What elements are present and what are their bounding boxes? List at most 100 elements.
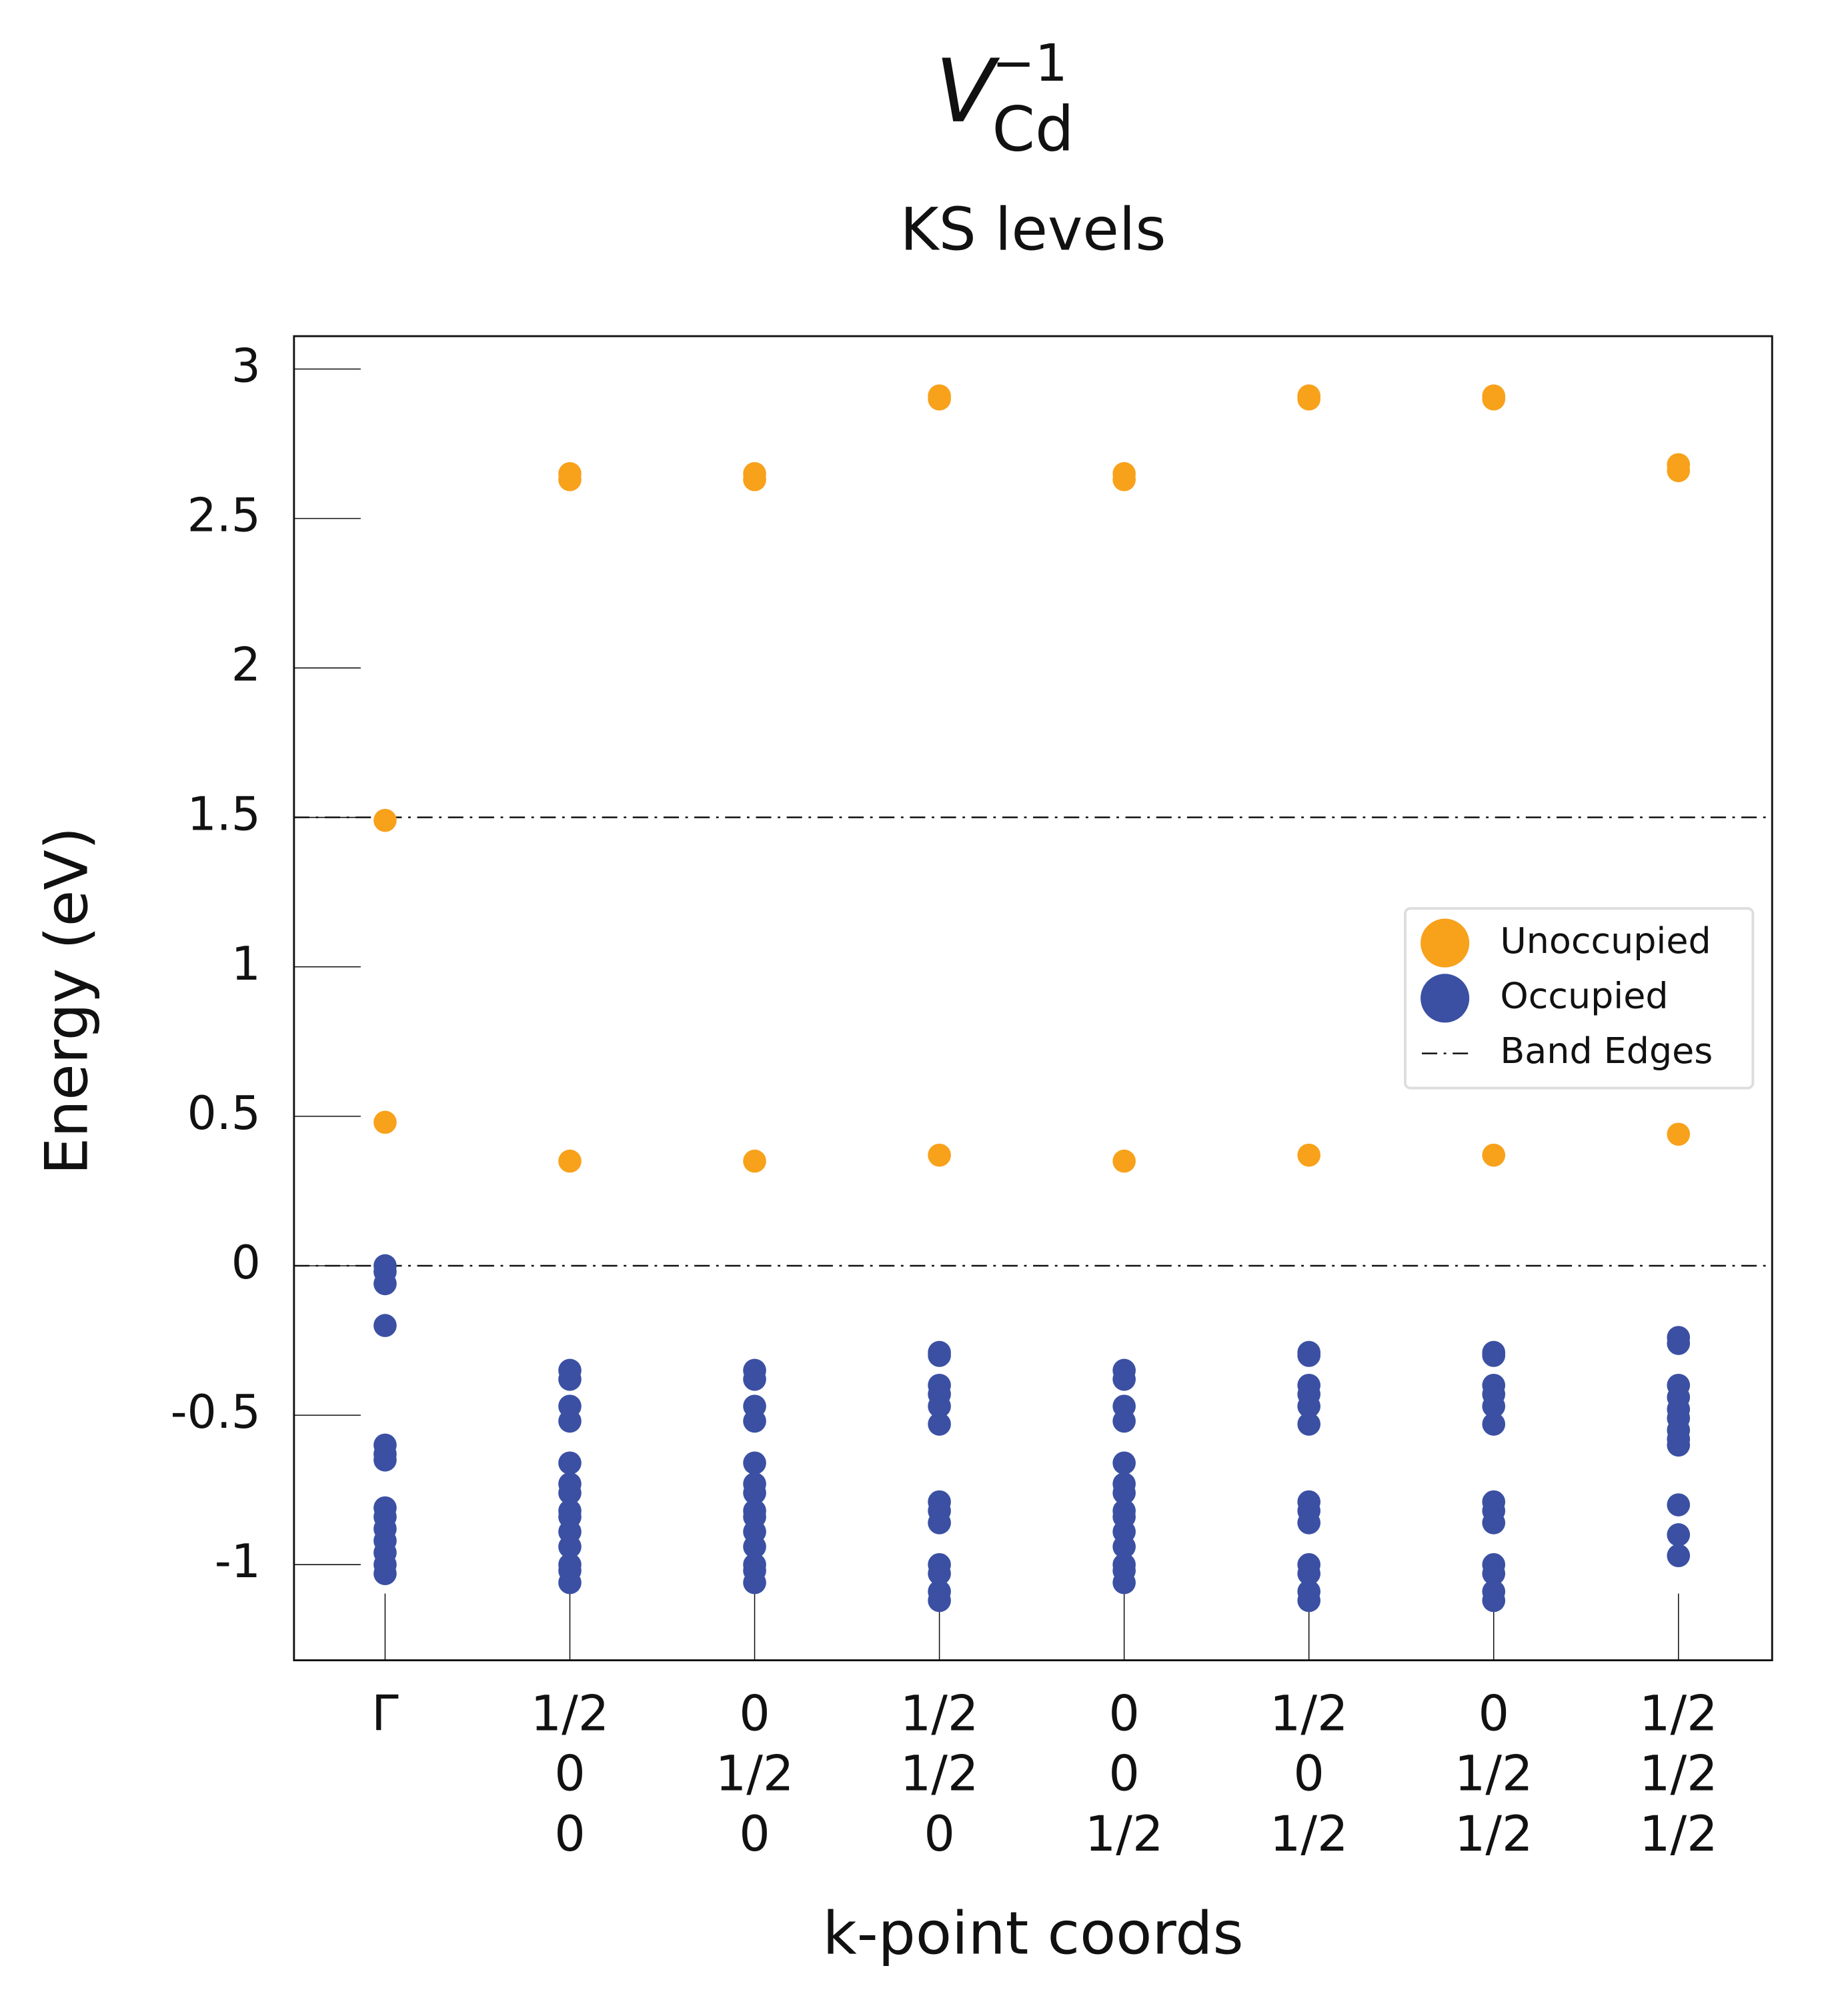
x-axis-label: k-point coords: [822, 1899, 1243, 1968]
legend-label: Unoccupied: [1500, 920, 1711, 962]
point: [928, 1394, 951, 1418]
point: [558, 467, 582, 491]
y-tick-label: 1.5: [187, 788, 261, 842]
point: [373, 808, 397, 832]
point: [1112, 1451, 1136, 1475]
point: [1667, 1122, 1691, 1146]
x-tick-label: 0: [1108, 1746, 1140, 1803]
point: [1667, 1493, 1691, 1517]
point: [1667, 1433, 1691, 1457]
x-tick-label: 1/2: [531, 1685, 610, 1742]
title-superscript: −1: [992, 34, 1067, 93]
point: [558, 1535, 582, 1559]
point: [1112, 1571, 1136, 1595]
point: [1297, 1562, 1321, 1585]
x-tick-label: 0: [554, 1806, 586, 1863]
x-tick-label: 1/2: [1639, 1746, 1718, 1803]
point: [743, 1451, 766, 1475]
x-tick-label: 1/2: [1639, 1685, 1718, 1742]
point: [1112, 1367, 1136, 1391]
x-tick-label: 1/2: [1270, 1685, 1348, 1742]
title-subscript: Cd: [992, 93, 1074, 165]
x-tick-label: 1/2: [900, 1746, 979, 1803]
point: [928, 1589, 951, 1613]
x-tick-label: 1/2: [1085, 1806, 1164, 1863]
legend-marker: [1421, 974, 1470, 1023]
x-tick-label: 1/2: [1270, 1806, 1348, 1863]
point: [1482, 1412, 1506, 1436]
x-tick-label: 0: [1108, 1685, 1140, 1742]
point: [558, 1481, 582, 1504]
point: [373, 1562, 397, 1585]
point: [1482, 1589, 1506, 1613]
point: [373, 1314, 397, 1337]
x-tick-label: 0: [739, 1685, 770, 1742]
point: [1297, 1511, 1321, 1535]
y-tick-label: 2.5: [187, 489, 261, 543]
y-tick-label: 2: [231, 639, 261, 692]
x-tick-label: 1/2: [1455, 1746, 1533, 1803]
point: [743, 1481, 766, 1504]
point: [558, 1409, 582, 1433]
point: [1112, 1409, 1136, 1433]
y-tick-label: 0: [231, 1236, 261, 1290]
point: [1297, 1143, 1321, 1167]
point: [928, 1511, 951, 1535]
point: [1482, 1511, 1506, 1535]
point: [558, 1149, 582, 1173]
point: [1482, 1344, 1506, 1367]
point: [928, 387, 951, 411]
x-tick-label: 1/2: [1455, 1806, 1533, 1863]
point: [1667, 1544, 1691, 1568]
point: [928, 1412, 951, 1436]
point: [928, 1143, 951, 1167]
point: [743, 467, 766, 491]
point: [1482, 387, 1506, 411]
x-tick-label: 0: [739, 1806, 770, 1863]
point: [743, 1571, 766, 1595]
y-tick-label: 3: [231, 339, 261, 393]
y-tick-label: 1: [231, 938, 261, 991]
legend-box: [1404, 907, 1755, 1090]
point: [743, 1367, 766, 1391]
point: [1297, 1394, 1321, 1418]
legend-marker: [1421, 918, 1470, 968]
y-tick-label: -0.5: [171, 1386, 261, 1439]
point: [743, 1409, 766, 1433]
point: [1667, 459, 1691, 483]
point: [1482, 1562, 1506, 1585]
plot-frame: [293, 335, 1773, 1662]
point: [928, 1562, 951, 1585]
point: [558, 1571, 582, 1595]
legend-label: Band Edges: [1500, 1030, 1713, 1072]
x-tick-label: 1/2: [900, 1685, 979, 1742]
point: [373, 1272, 397, 1296]
point: [373, 1110, 397, 1134]
point: [743, 1149, 766, 1173]
point: [1112, 1481, 1136, 1504]
point: [558, 1451, 582, 1475]
x-tick-label: 0: [924, 1806, 955, 1863]
point: [1297, 387, 1321, 411]
point: [1482, 1394, 1506, 1418]
legend-label: Occupied: [1500, 974, 1668, 1016]
point: [1667, 1332, 1691, 1355]
title-symbol: V: [935, 41, 1000, 142]
x-tick-label: 0: [1478, 1685, 1509, 1742]
subtitle: KS levels: [900, 195, 1166, 264]
x-tick-label: 0: [554, 1746, 586, 1803]
point: [1297, 1589, 1321, 1613]
point: [1482, 1143, 1506, 1167]
x-tick-label: Γ: [371, 1685, 399, 1742]
y-tick-label: -1: [215, 1535, 261, 1589]
x-tick-label: 1/2: [1639, 1806, 1718, 1863]
point: [1112, 1535, 1136, 1559]
point: [1112, 467, 1136, 491]
point: [1667, 1523, 1691, 1547]
y-tick-label: 0.5: [187, 1087, 261, 1140]
point: [1297, 1412, 1321, 1436]
x-tick-label: 1/2: [716, 1746, 794, 1803]
point: [928, 1344, 951, 1367]
point: [558, 1367, 582, 1391]
